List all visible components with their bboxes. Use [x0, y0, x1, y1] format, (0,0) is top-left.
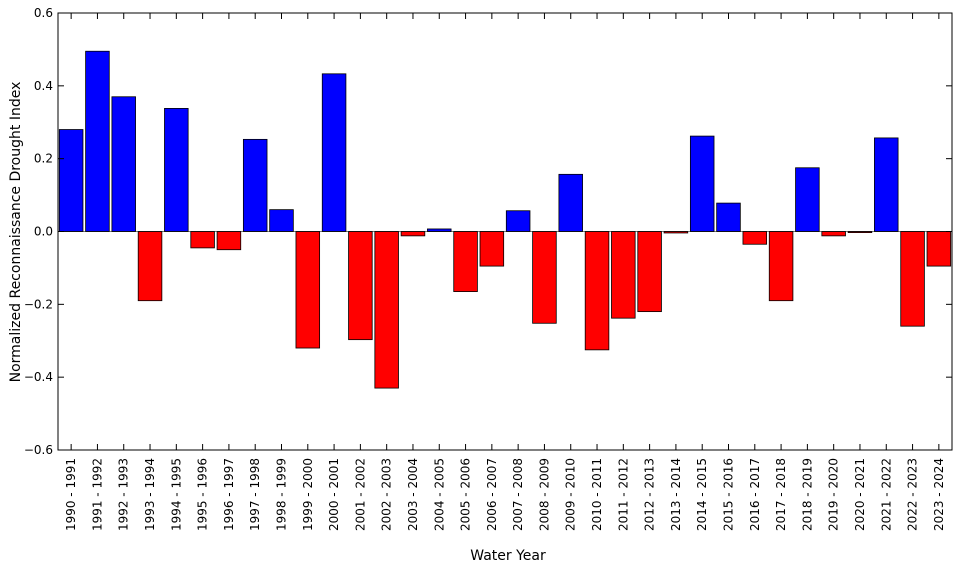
- bar-2023-2024: [926, 231, 952, 267]
- bar-2009-2010: [558, 173, 583, 232]
- bar-1997-1998: [242, 138, 268, 232]
- x-tick-label: 1998 - 1999: [275, 458, 289, 531]
- x-tick-label: 1997 - 1998: [248, 458, 262, 531]
- bar-1994-1995: [164, 108, 189, 232]
- bar-2006-2007: [479, 231, 505, 267]
- x-axis-label: Water Year: [470, 548, 546, 564]
- bar-2014-2015: [689, 135, 715, 232]
- x-tick-label: 2022 - 2023: [906, 458, 920, 531]
- x-tick-label: 2014 - 2015: [695, 458, 709, 531]
- x-tick-label: 2012 - 2013: [643, 458, 657, 531]
- bar-2018-2019: [795, 167, 820, 232]
- x-tick-label: 2001 - 2002: [353, 458, 367, 531]
- bar-1998-1999: [269, 209, 294, 232]
- x-tick-label: 2010 - 2011: [590, 458, 604, 531]
- bar-2021-2022: [874, 137, 899, 232]
- y-tick-label: −0.6: [24, 443, 53, 457]
- bar-2000-2001: [321, 73, 347, 232]
- bar-2022-2023: [900, 231, 925, 327]
- x-tick-label: 1990 - 1991: [64, 458, 78, 531]
- x-tick-label: 1995 - 1996: [196, 458, 210, 531]
- bar-2003-2004: [400, 231, 426, 237]
- x-tick-label: 1991 - 1992: [90, 458, 104, 531]
- y-tick-label: −0.4: [24, 370, 53, 384]
- x-tick-label: 2011 - 2012: [616, 458, 630, 531]
- x-tick-label: 2023 - 2024: [932, 458, 946, 531]
- x-tick-label: 1996 - 1997: [222, 458, 236, 531]
- x-tick-label: 1994 - 1995: [169, 458, 183, 531]
- bar-2007-2008: [505, 210, 531, 232]
- bar-2015-2016: [716, 202, 741, 232]
- x-tick-label: 2019 - 2020: [827, 458, 841, 531]
- bar-2002-2003: [374, 231, 399, 389]
- bar-1996-1997: [216, 231, 242, 251]
- x-axis-ticks: 1990 - 1991 1991 - 1992 1992 - 1993 1993 - …: [64, 13, 946, 531]
- x-tick-label: 2006 - 2007: [485, 458, 499, 531]
- x-tick-label: 1999 - 2000: [301, 458, 315, 531]
- bar-1993-1994: [137, 231, 163, 302]
- bar-2008-2009: [532, 231, 557, 324]
- bar-2004-2005: [427, 228, 452, 232]
- bar-2001-2002: [348, 231, 373, 341]
- bar-2012-2013: [637, 231, 662, 313]
- x-tick-label: 2020 - 2021: [853, 458, 867, 531]
- x-tick-label: 2021 - 2022: [879, 458, 893, 531]
- bar-2005-2006: [453, 231, 478, 292]
- bar-2011-2012: [611, 231, 636, 319]
- x-tick-label: 2003 - 2004: [406, 458, 420, 531]
- x-tick-label: 2004 - 2005: [432, 458, 446, 531]
- bar-2017-2018: [768, 231, 794, 302]
- bar-1992-1993: [111, 96, 136, 232]
- y-tick-label: 0.6: [34, 6, 53, 20]
- y-tick-label: 0.4: [34, 79, 53, 93]
- x-tick-label: 2009 - 2010: [564, 458, 578, 531]
- bar-2016-2017: [742, 231, 768, 245]
- x-tick-label: 2017 - 2018: [774, 458, 788, 531]
- x-tick-label: 2005 - 2006: [459, 458, 473, 531]
- bar-1990-1991: [58, 129, 84, 232]
- x-tick-label: 2008 - 2009: [537, 458, 551, 531]
- x-tick-label: 2000 - 2001: [327, 458, 341, 531]
- x-tick-label: 2013 - 2014: [669, 458, 683, 531]
- bar-group: [58, 50, 952, 389]
- x-tick-label: 2018 - 2019: [800, 458, 814, 531]
- x-tick-label: 2007 - 2008: [511, 458, 525, 531]
- bar-2019-2020: [821, 231, 846, 237]
- bar-1991-1992: [85, 50, 110, 232]
- bar-1995-1996: [190, 231, 215, 249]
- y-tick-label: 0.2: [34, 152, 53, 166]
- y-tick-label: 0.0: [34, 225, 53, 239]
- x-tick-label: 2016 - 2017: [748, 458, 762, 531]
- x-tick-label: 2002 - 2003: [380, 458, 394, 531]
- x-tick-label: 1993 - 1994: [143, 458, 157, 531]
- x-tick-label: 2015 - 2016: [722, 458, 736, 531]
- y-axis-ticks: −0.6 −0.4 −0.2 0.0 0.2 0.4 0.6: [24, 6, 952, 457]
- bar-2010-2011: [584, 231, 610, 351]
- y-axis-label: Normalized Reconnaissance Drought Index: [8, 82, 24, 383]
- bar-1999-2000: [295, 231, 321, 349]
- y-tick-label: −0.2: [24, 297, 53, 311]
- x-tick-label: 1992 - 1993: [117, 458, 131, 531]
